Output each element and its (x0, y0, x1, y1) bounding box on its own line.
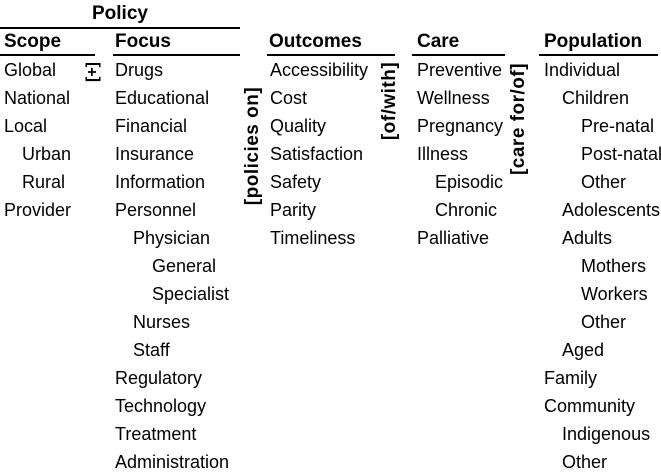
list-item: Cost (270, 88, 308, 108)
list-item: Mothers (581, 256, 647, 276)
column-header-care: Care (417, 31, 460, 52)
care-underline (412, 54, 505, 56)
list-item: Illness (417, 144, 469, 164)
list-item: Educational (115, 88, 210, 108)
list-item: Parity (270, 200, 317, 220)
population-underline (539, 54, 658, 56)
column-items-scope: Global National Local Urban Rural Provider (4, 56, 71, 224)
outcomes-underline (267, 54, 395, 56)
list-item: Insurance (115, 144, 195, 164)
list-item: Children (562, 88, 630, 108)
list-item: Preventive (417, 60, 503, 80)
list-item: Drugs (115, 60, 164, 80)
column-items-focus: Drugs Educational Financial Insurance Inform… (115, 56, 229, 474)
list-item: Urban (22, 144, 72, 164)
policy-group-header: Policy (92, 3, 148, 24)
list-item: Pre-natal (581, 116, 655, 136)
list-item: Workers (581, 284, 648, 304)
list-item: Treatment (115, 424, 197, 444)
list-item: Chronic (435, 200, 498, 220)
list-item: Other (562, 452, 608, 472)
list-item: Global (4, 60, 57, 80)
list-item: Palliative (417, 228, 490, 248)
list-item: Indigenous (562, 424, 651, 444)
list-item: Pregnancy (417, 116, 504, 136)
column-header-focus: Focus (115, 31, 171, 52)
list-item: Nurses (133, 312, 191, 332)
list-item: National (4, 88, 71, 108)
list-item: Technology (115, 396, 207, 416)
focus-underline (113, 54, 240, 56)
list-item: Timeliness (270, 228, 356, 248)
list-item: Staff (133, 340, 170, 360)
list-item: Individual (544, 60, 621, 80)
of-with-connector: [of/with] (379, 61, 400, 141)
column-header-scope: Scope (4, 31, 62, 52)
list-item: Physician (133, 228, 211, 248)
policy-underline (0, 27, 240, 29)
list-item: Specialist (152, 284, 230, 304)
list-item: Community (544, 396, 636, 416)
list-item: Provider (4, 200, 72, 220)
list-item: Adults (562, 228, 613, 248)
list-item: Other (581, 312, 627, 332)
scope-underline (0, 54, 95, 56)
care-for-of-connector: [care for/of] (508, 62, 529, 176)
list-item: Quality (270, 116, 327, 136)
column-items-care: Preventive Wellness Pregnancy Illness Episod… (417, 56, 503, 252)
list-item: Information (115, 172, 206, 192)
list-item: Aged (562, 340, 605, 360)
column-header-outcomes: Outcomes (269, 31, 362, 52)
list-item: Safety (270, 172, 322, 192)
list-item: Satisfaction (270, 144, 364, 164)
policies-on-connector: [policies on] (242, 86, 263, 206)
list-item: Other (581, 172, 627, 192)
list-item: Adolescents (562, 200, 661, 220)
column-items-population: Individual Children Pre-natal Post-natal Oth… (544, 56, 661, 474)
column-items-outcomes: Accessibility Cost Quality Satisfaction Safe… (270, 56, 368, 252)
list-item: Episodic (435, 172, 504, 192)
list-item: Local (4, 116, 48, 136)
list-item: Accessibility (270, 60, 369, 80)
plus-connector: [+] (84, 62, 101, 82)
list-item: Wellness (417, 88, 490, 108)
list-item: Regulatory (115, 368, 203, 388)
list-item: Personnel (115, 200, 197, 220)
list-item: Administration (115, 452, 230, 472)
list-item: Family (544, 368, 597, 388)
list-item: Rural (22, 172, 66, 192)
list-item: Post-natal (581, 144, 661, 164)
column-header-population: Population (544, 31, 643, 52)
list-item: Financial (115, 116, 188, 136)
list-item: General (152, 256, 217, 276)
